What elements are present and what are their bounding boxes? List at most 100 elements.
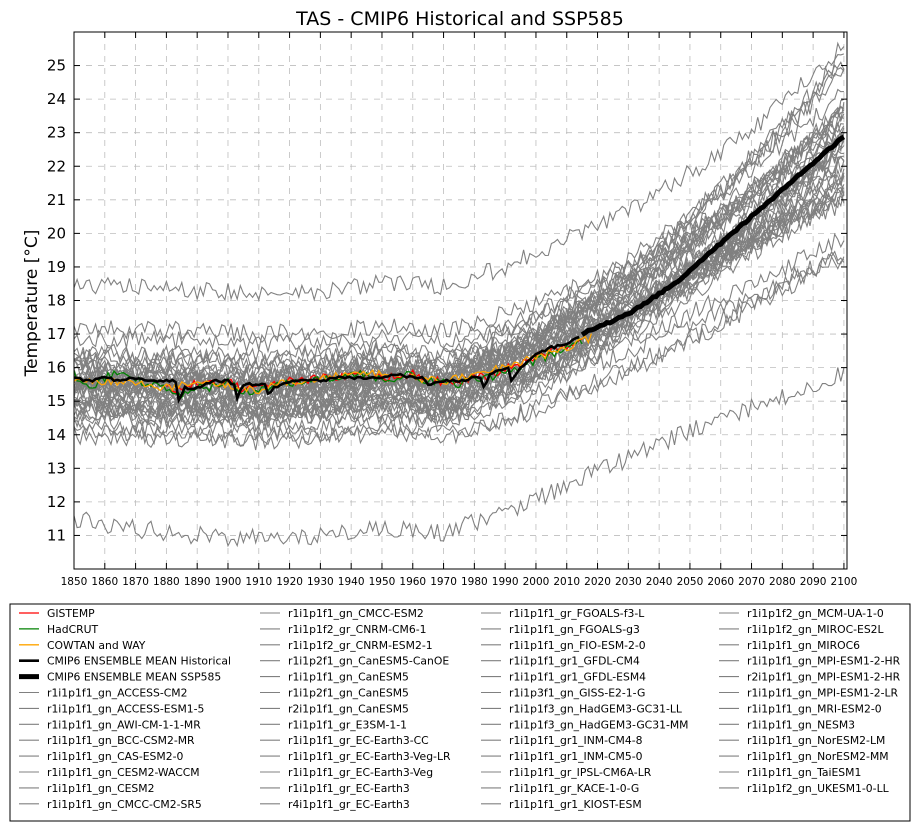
legend-label: r1i1p1f2_gn_UKESM1-0-LL — [747, 782, 889, 795]
legend-label: r1i1p1f1_gn_CMCC-ESM2 — [288, 607, 424, 620]
x-tick-label: 1870 — [122, 576, 149, 588]
legend-label: r1i1p1f1_gr_EC-Earth3-Veg — [288, 766, 433, 779]
model-run-line — [73, 255, 845, 451]
legend-label: r1i1p1f1_gr1_KIOST-ESM — [509, 798, 642, 811]
x-tick-label: 2060 — [707, 576, 734, 588]
x-tick-label: 1980 — [461, 576, 488, 588]
legend-label: r1i1p1f1_gn_CAS-ESM2-0 — [47, 750, 183, 763]
legend-label: r1i1p1f3_gn_HadGEM3-GC31-MM — [509, 718, 689, 731]
y-tick-label: 11 — [47, 526, 66, 544]
x-tick-label: 1990 — [492, 576, 519, 588]
legend-label: r1i1p1f1_gr_KACE-1-0-G — [509, 782, 639, 795]
x-tick-label: 1890 — [184, 576, 211, 588]
x-tick-label: 2030 — [615, 576, 642, 588]
legend-label: r2i1p1f1_gn_MPI-ESM1-2-HR — [747, 671, 901, 684]
model-run-line — [73, 250, 845, 427]
legend-label: r1i1p1f1_gn_FGOALS-g3 — [509, 623, 640, 636]
model-run-line — [73, 68, 845, 399]
legend-label: r1i1p3f1_gn_GISS-E2-1-G — [509, 687, 645, 700]
y-tick-label: 24 — [47, 90, 66, 108]
legend-label: HadCRUT — [47, 623, 99, 636]
x-tick-label: 1880 — [153, 576, 180, 588]
ensemble-mean-historical-line — [73, 335, 580, 404]
y-tick-label: 15 — [47, 392, 66, 410]
x-tick-label: 2070 — [738, 576, 765, 588]
legend-label: r1i1p1f1_gn_MPI-ESM1-2-LR — [747, 687, 899, 700]
x-tick-label: 1920 — [276, 576, 303, 588]
legend-label: r1i1p1f1_gn_ACCESS-CM2 — [47, 687, 188, 700]
grid — [73, 32, 847, 569]
ensemble-mean-series — [73, 134, 846, 404]
y-tick-label: 25 — [47, 57, 66, 75]
legend-label: r1i1p1f1_gn_BCC-CSM2-MR — [47, 734, 195, 747]
x-tick-label: 1940 — [338, 576, 365, 588]
model-run-line — [73, 88, 844, 367]
model-runs — [73, 41, 845, 548]
model-run-line — [73, 191, 845, 408]
y-tick-label: 13 — [47, 459, 66, 477]
legend-label: CMIP6 ENSEMBLE MEAN SSP585 — [47, 671, 221, 684]
legend-label: r1i1p1f1_gr_FGOALS-f3-L — [509, 607, 644, 620]
legend-frame — [9, 603, 911, 822]
legend-label: r1i1p1f1_gn_NESM3 — [747, 718, 855, 731]
chart-title: TAS - CMIP6 Historical and SSP585 — [295, 8, 624, 30]
x-tick-label: 2040 — [646, 576, 673, 588]
x-tick-label: 1900 — [215, 576, 242, 588]
legend-label: r1i1p1f1_gr_EC-Earth3-CC — [288, 734, 429, 747]
model-run-line — [73, 137, 845, 434]
model-run-line — [73, 64, 845, 397]
x-tick-label: 2020 — [584, 576, 611, 588]
y-tick-label: 18 — [47, 292, 66, 310]
model-run-line — [73, 232, 845, 422]
legend-label: r1i1p1f1_gn_MRI-ESM2-0 — [747, 702, 882, 715]
legend-label: r1i1p1f1_gn_ACCESS-ESM1-5 — [47, 702, 204, 715]
x-tick-label: 2000 — [523, 576, 550, 588]
legend-label: r1i1p2f1_gn_CanESM5 — [288, 687, 409, 700]
x-tick-label: 1850 — [61, 576, 88, 588]
x-tick-label: 1910 — [245, 576, 272, 588]
legend-label: r1i1p1f1_gn_NorESM2-LM — [747, 734, 885, 747]
x-tick-label: 2090 — [800, 576, 827, 588]
x-tick-label: 1930 — [307, 576, 334, 588]
legend-label: r4i1p1f1_gr_EC-Earth3 — [288, 798, 410, 811]
legend-label: r1i1p1f1_gr1_GFDL-CM4 — [509, 655, 640, 668]
axis-ticks: 1850 1860 1870 1880 1890 1900 1910 1920 1930 1940… — [47, 32, 857, 588]
legend-label: r1i1p1f1_gr_IPSL-CM6A-LR — [509, 766, 652, 779]
x-tick-label: 2100 — [831, 576, 858, 588]
legend-label: r1i1p1f1_gn_FIO-ESM-2-0 — [509, 639, 646, 652]
legend-label: r1i1p1f1_gr1_INM-CM5-0 — [509, 750, 643, 763]
model-run-line — [73, 130, 845, 382]
y-tick-label: 16 — [47, 359, 66, 377]
legend-label: r2i1p1f1_gn_CanESM5 — [288, 702, 409, 715]
y-tick-label: 19 — [47, 258, 66, 276]
ensemble-mean-ssp585-line — [580, 134, 846, 337]
legend-label: r1i1p1f1_gn_CESM2-WACCM — [47, 766, 200, 779]
legend-label: r1i1p1f2_gn_MCM-UA-1-0 — [747, 607, 884, 620]
x-tick-label: 2050 — [677, 576, 704, 588]
legend-label: r1i1p1f1_gn_CESM2 — [47, 782, 154, 795]
y-tick-label: 14 — [47, 426, 66, 444]
legend-label: r1i1p1f2_gr_CNRM-CM6-1 — [288, 623, 426, 636]
y-tick-label: 12 — [47, 493, 66, 511]
legend-label: r1i1p1f1_gn_CMCC-CM2-SR5 — [47, 798, 202, 811]
legend-label: r1i1p1f1_gr_EC-Earth3 — [288, 782, 410, 795]
model-run-line — [73, 155, 844, 385]
legend-label: r1i1p2f1_gn_CanESM5-CanOE — [288, 655, 449, 668]
x-tick-label: 1970 — [430, 576, 457, 588]
model-run-line — [73, 186, 845, 391]
legend-label: CMIP6 ENSEMBLE MEAN Historical — [47, 655, 231, 668]
legend-label: r1i1p1f1_gr1_INM-CM4-8 — [509, 734, 643, 747]
legend-label: COWTAN and WAY — [47, 639, 146, 652]
legend-label: r1i1p1f1_gn_TaiESM1 — [747, 766, 861, 779]
legend: GISTEMP HadCRUT COWTAN and WAY CMIP6 ENSEMB… — [9, 603, 911, 822]
x-tick-label: 2010 — [553, 576, 580, 588]
y-tick-label: 22 — [47, 157, 66, 175]
legend-label: r1i1p1f3_gn_HadGEM3-GC31-LL — [509, 702, 682, 715]
y-axis-label: Temperature [°C] — [22, 230, 42, 378]
model-run-line — [73, 41, 845, 302]
x-tick-label: 2080 — [769, 576, 796, 588]
legend-label: r1i1p1f1_gn_AWI-CM-1-1-MR — [47, 718, 201, 731]
model-run-line — [73, 250, 845, 447]
legend-label: r1i1p1f1_gr_E3SM-1-1 — [288, 718, 407, 731]
